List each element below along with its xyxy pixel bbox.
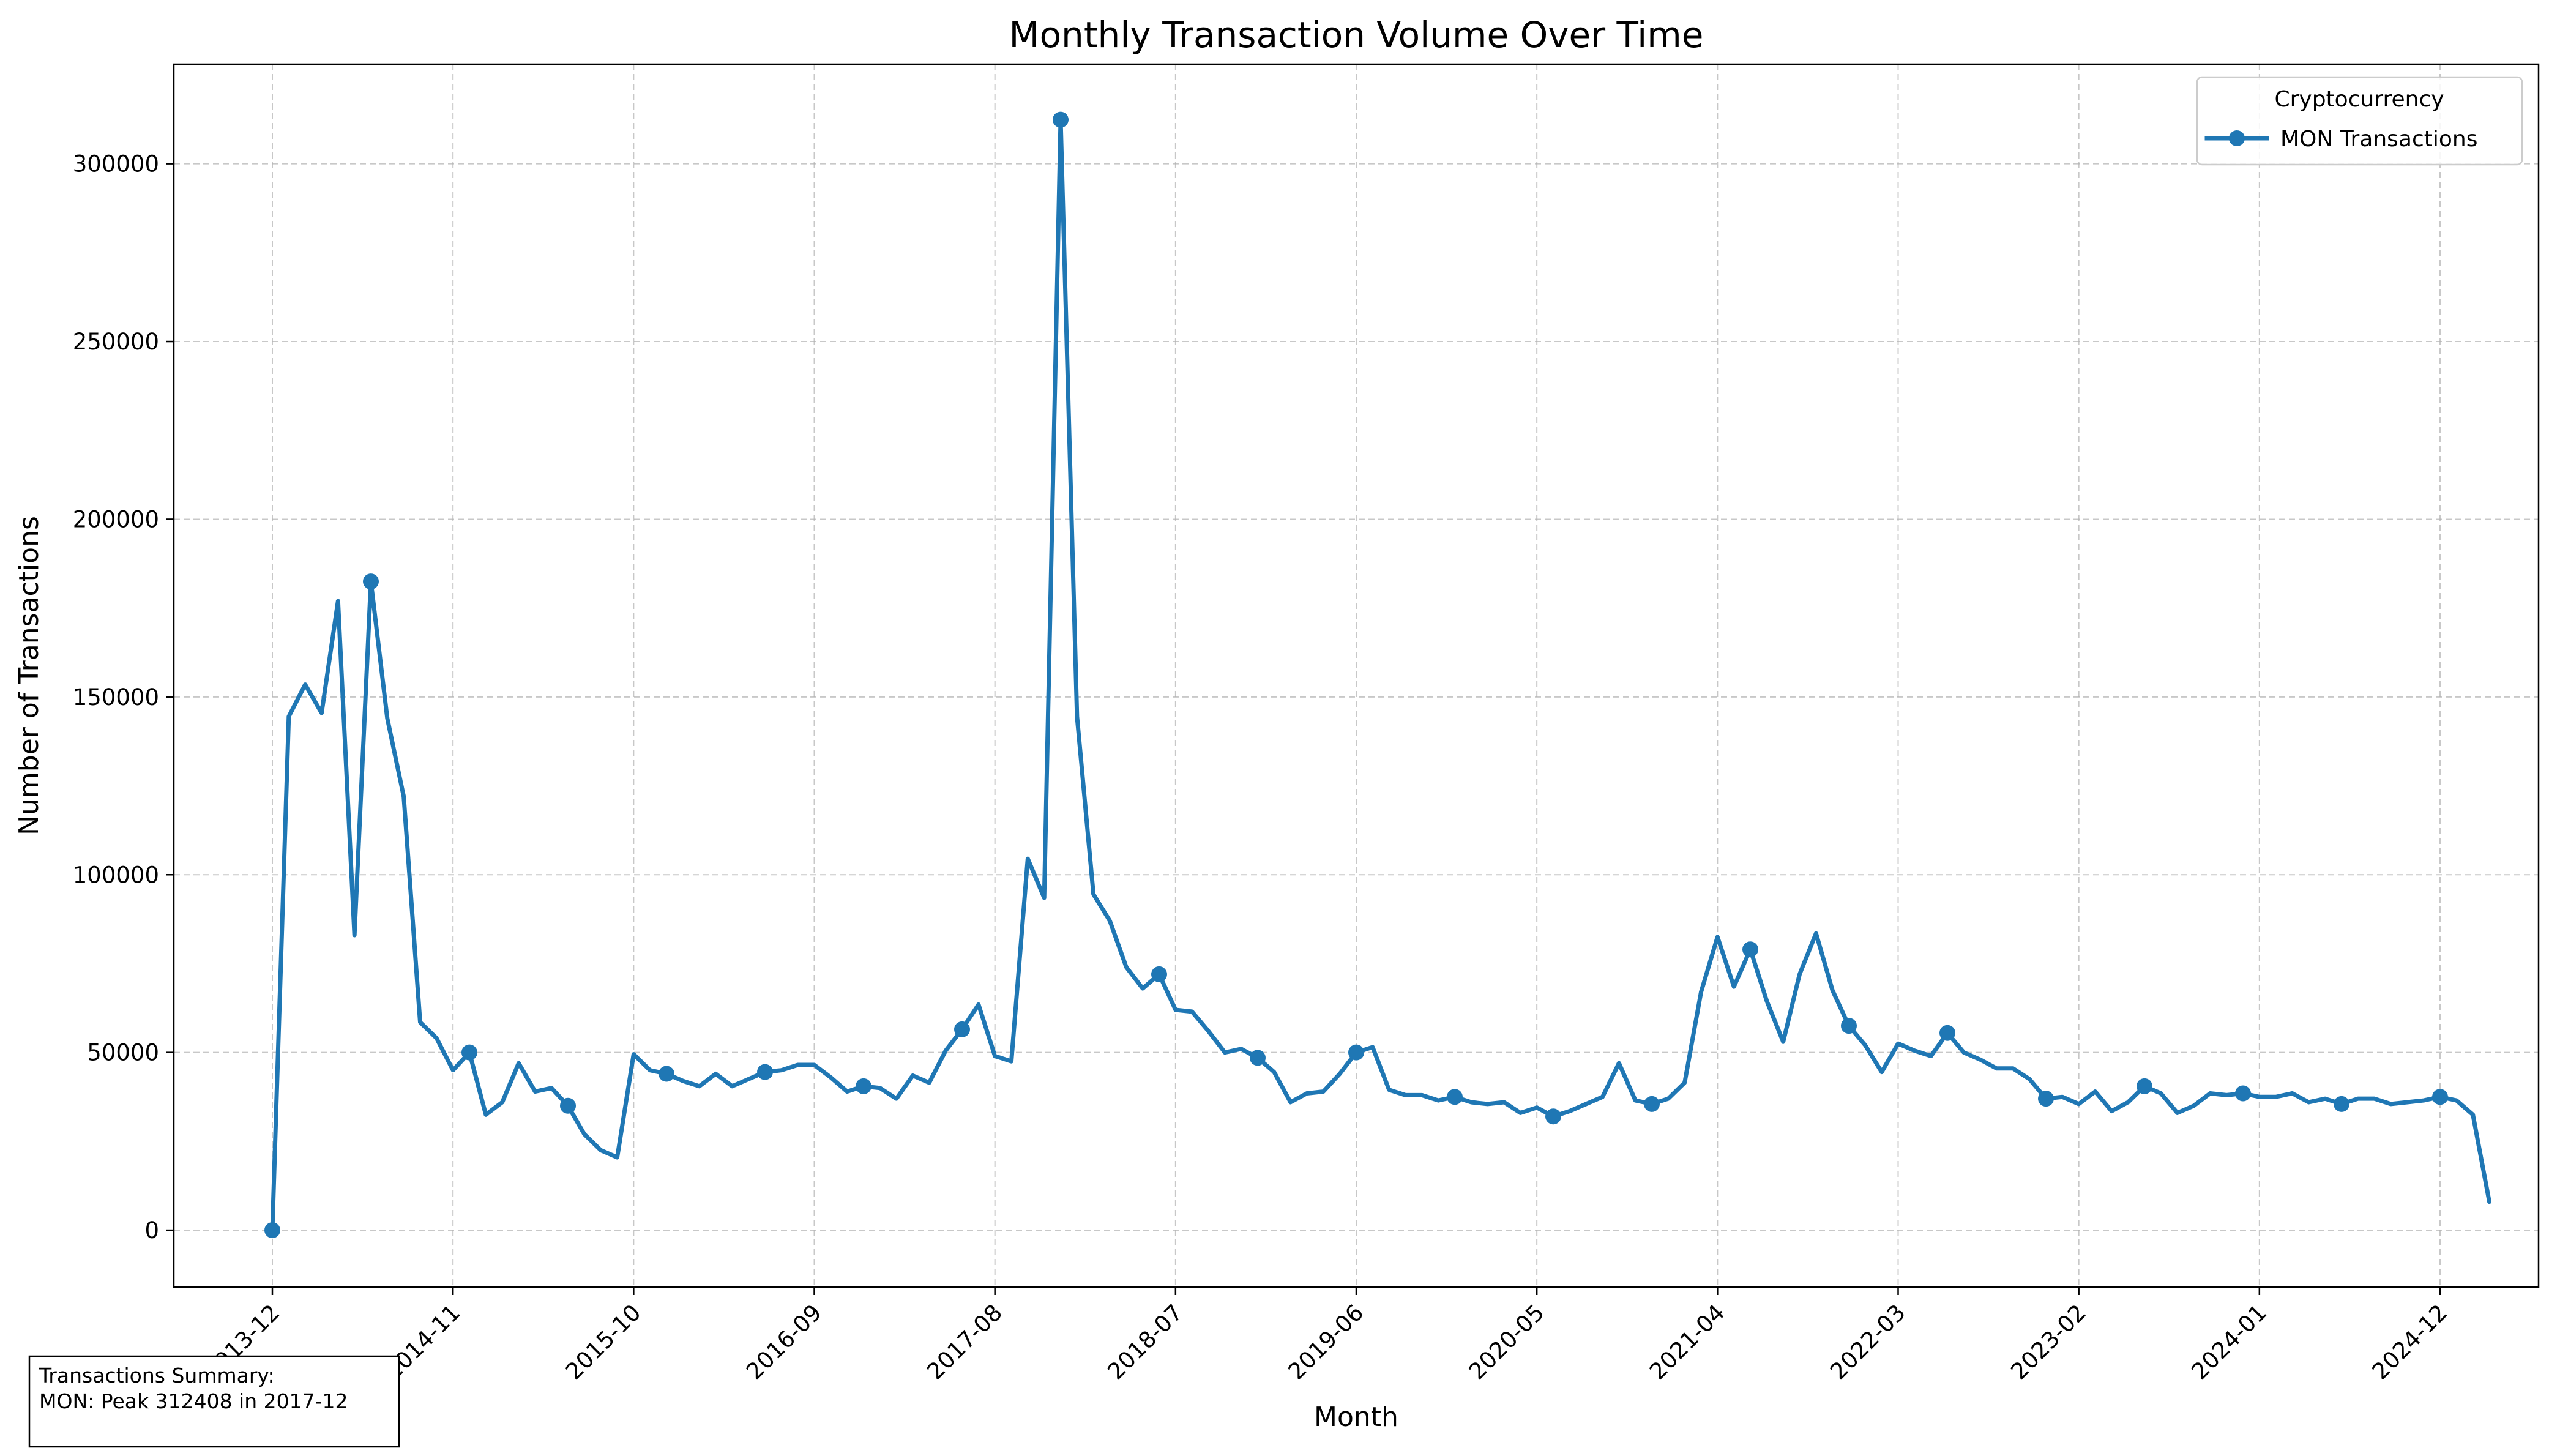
summary-line-1: Transactions Summary:: [39, 1364, 275, 1387]
y-tick-label: 300000: [73, 151, 159, 177]
data-point-marker: [856, 1078, 871, 1094]
data-point-marker: [2334, 1096, 2349, 1112]
chart-title: Monthly Transaction Volume Over Time: [1009, 14, 1704, 56]
series-layer: [264, 111, 2491, 1239]
summary-box: [28, 1355, 400, 1448]
data-point-marker: [560, 1097, 576, 1114]
y-tick-label: 200000: [73, 506, 159, 532]
data-point-marker: [954, 1021, 970, 1037]
y-tick-label: 100000: [73, 862, 159, 888]
data-point-marker: [2137, 1078, 2152, 1094]
data-point-marker: [1742, 941, 1758, 958]
legend-title: Cryptocurrency: [2274, 87, 2444, 112]
data-point-marker: [2038, 1091, 2054, 1107]
y-axis-label: Number of Transactions: [13, 516, 45, 835]
data-point-marker: [1841, 1018, 1857, 1034]
data-point-marker: [1250, 1050, 1266, 1066]
y-tick-label: 150000: [73, 684, 159, 711]
data-point-marker: [659, 1066, 674, 1082]
summary-annotation: Transactions Summary: MON: Peak 312408 i…: [28, 1355, 400, 1448]
data-point-marker: [461, 1044, 477, 1061]
data-point-marker: [2432, 1089, 2448, 1105]
series-line-mon-transactions: [270, 118, 2491, 1233]
x-axis-label: Month: [1314, 1402, 1398, 1433]
y-tick-label: 50000: [87, 1040, 159, 1066]
data-point-marker: [757, 1064, 773, 1080]
data-point-marker: [1447, 1089, 1463, 1105]
legend-entry-mon-transactions: MON Transactions: [2280, 127, 2477, 152]
summary-line-2: MON: Peak 312408 in 2017-12: [39, 1389, 348, 1413]
legend-box: [2196, 76, 2523, 166]
data-point-marker: [1644, 1096, 1660, 1112]
data-point-marker: [2235, 1085, 2251, 1102]
data-point-marker: [1348, 1044, 1364, 1061]
y-tick-label: 250000: [73, 329, 159, 355]
data-point-marker: [363, 573, 379, 590]
data-point-marker: [1053, 111, 1069, 128]
data-point-marker: [1545, 1108, 1561, 1125]
y-axis-ticks: 0 50000 100000 150000 200000 250000 300000: [73, 151, 174, 1244]
data-point-marker: [1151, 966, 1167, 982]
legend: Cryptocurrency MON Transactions: [2196, 76, 2523, 166]
data-point-marker: [1939, 1025, 1955, 1041]
y-tick-label: 0: [144, 1217, 159, 1244]
grid: [174, 64, 2539, 1287]
data-point-marker: [264, 1222, 280, 1239]
legend-marker-swatch: [2229, 130, 2245, 146]
